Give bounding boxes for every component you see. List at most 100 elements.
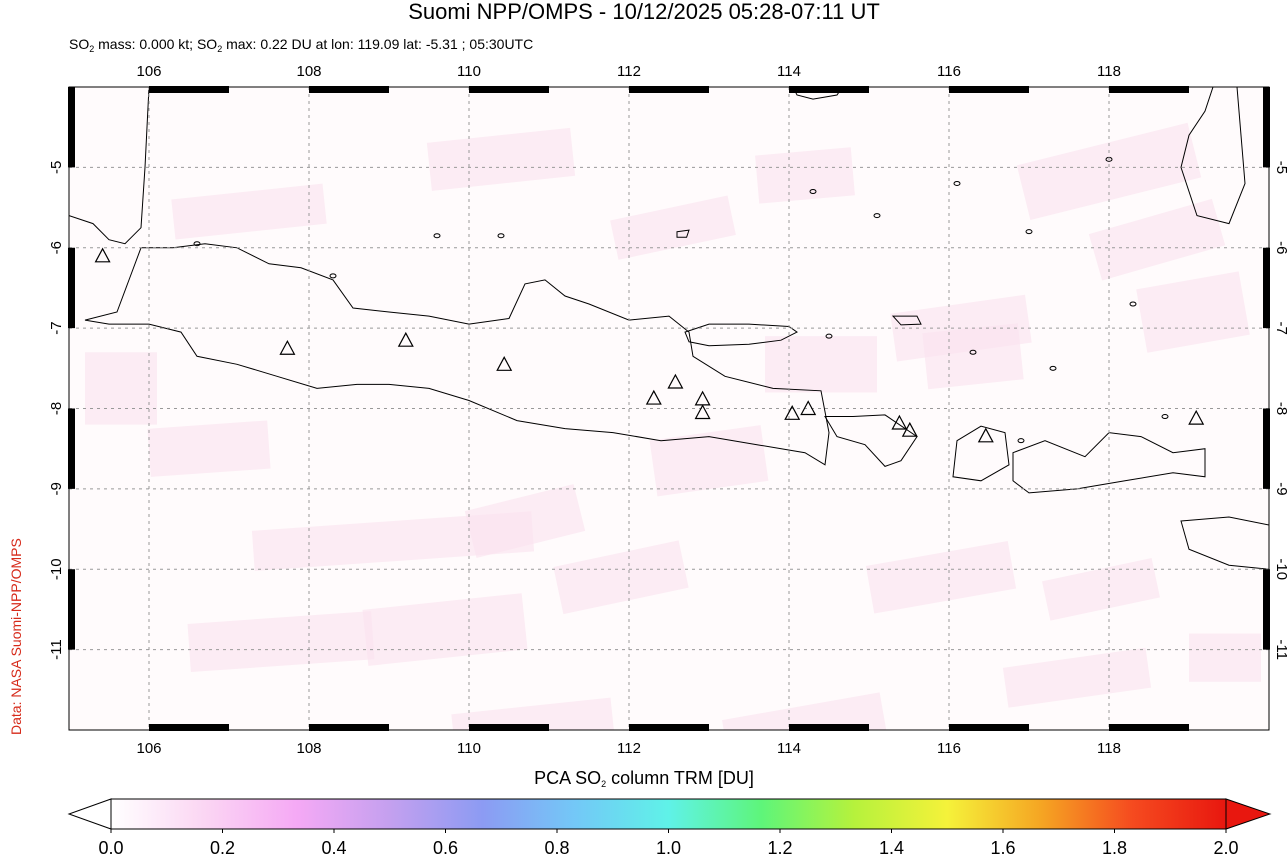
islet-coastline (433, 233, 441, 239)
lon-tick-top: 112 (617, 63, 641, 80)
so2-patch (426, 127, 576, 191)
lat-tick-right: -10 (1273, 558, 1288, 580)
borneo-coastline (792, 87, 843, 100)
frame-bar-left (68, 408, 75, 489)
volcano-markers (94, 247, 1205, 443)
lat-tick-right: -9 (1273, 482, 1288, 495)
volcano-marker (397, 331, 414, 347)
volcano-marker (279, 339, 296, 355)
sumatra-coastline (69, 87, 150, 245)
frame-bar-right (1263, 408, 1270, 489)
so2-patch (251, 511, 535, 571)
colorbar-tick-label: 0.8 (544, 838, 569, 855)
lon-tick-top: 118 (1097, 63, 1121, 80)
frame-bar-top (789, 86, 869, 93)
volcano-marker (901, 421, 918, 437)
frame-bar-left (68, 87, 75, 168)
colorbar-tick-label: 1.6 (990, 838, 1015, 855)
lat-tick-left: -9 (48, 482, 65, 495)
frame-bar-top (949, 86, 1029, 93)
so2-patch (171, 183, 327, 240)
colorbar-tick-label: 0.4 (321, 838, 346, 855)
volcano-marker (496, 356, 513, 371)
so2-patch (765, 336, 877, 393)
islet-coastline (1017, 438, 1025, 444)
frame-bar-bottom (309, 724, 389, 731)
colorbar-bar (110, 798, 1227, 830)
volcano-marker (800, 400, 817, 416)
islet-coastline (1049, 365, 1057, 371)
frame-bar-bottom (149, 724, 229, 731)
volcano-marker (694, 404, 711, 420)
colorbar-tick-label: 0.2 (210, 838, 235, 855)
frame-bar-right (1263, 247, 1270, 329)
map-frame (68, 86, 1270, 731)
frame-bar-bottom (789, 724, 869, 731)
kangean-coastline (891, 315, 922, 326)
so2-patch (755, 147, 855, 204)
frame-bar-right (1263, 569, 1270, 650)
so2-patch (610, 195, 736, 260)
so2-patch (722, 692, 888, 730)
volcano-marker (784, 405, 801, 420)
frame-bar-top (629, 86, 709, 93)
so2-patch (187, 611, 375, 673)
islet-coastline (809, 188, 817, 194)
so2-patch (362, 593, 528, 666)
volcano-marker (1188, 409, 1205, 425)
lat-tick-left: -10 (48, 558, 65, 580)
frame-bar-top (309, 86, 389, 93)
lombok-coastline (952, 425, 1010, 482)
islet-coastline (953, 180, 961, 186)
volcano-marker (891, 414, 908, 430)
so2-patch (464, 484, 586, 558)
islet-coastline (329, 273, 337, 279)
frame-bar-top (469, 86, 549, 93)
colorbar: 0.0 0.2 0.4 0.6 0.8 1.0 1.2 1.4 1.6 1.8 2.0 (67, 798, 1272, 855)
lat-tick-right: -6 (1273, 241, 1288, 254)
so2-patch (649, 425, 769, 497)
java-coastline (84, 243, 830, 466)
volcano-marker (977, 427, 994, 443)
frame-bar-right (1263, 87, 1270, 168)
so2-patch (1136, 271, 1250, 353)
lat-tick-right: -11 (1273, 639, 1288, 660)
colorbar-label: PCA SO2 column TRM [DU] (534, 768, 754, 789)
frame-bar-left (68, 569, 75, 650)
islet-coastline (1161, 414, 1169, 420)
lon-tick-top: 110 (457, 63, 481, 80)
colorbar-tick-label: 0.6 (433, 838, 458, 855)
lon-tick-bottom: 112 (617, 740, 641, 757)
lon-tick-bottom: 118 (1097, 740, 1121, 757)
so2-patch (553, 540, 689, 615)
colorbar-tick-label: 1.0 (656, 838, 681, 855)
colorbar-tick-label: 2.0 (1213, 838, 1238, 855)
islet-coastline (1129, 301, 1137, 307)
colorbar-tick-label: 1.4 (879, 838, 904, 855)
lat-tick-right: -8 (1273, 402, 1288, 415)
frame-bar-left (68, 247, 75, 329)
lat-tick-left: -6 (48, 241, 65, 254)
so2-patch (1189, 633, 1261, 682)
axis-ticks: 106 106 108 108 110 110 112 112 114 114 116 116 118 1… (48, 63, 1288, 757)
volcano-marker (645, 389, 662, 405)
colorbar-tick-label: 0.0 (98, 838, 123, 855)
lat-tick-left: -11 (48, 639, 65, 660)
map-subtitle: SO2 mass: 0.000 kt; SO2 max: 0.22 DU at … (69, 36, 534, 54)
colorbar-tick-label: 1.8 (1102, 838, 1127, 855)
lon-tick-bottom: 110 (457, 740, 481, 757)
islet-coastline (969, 349, 977, 355)
so2-patch (85, 352, 157, 425)
bali-coastline (824, 414, 918, 467)
frame-bar-bottom (629, 724, 709, 731)
volcano-marker (667, 373, 684, 389)
lat-tick-right: -5 (1273, 161, 1288, 174)
so2-patches (85, 122, 1261, 730)
so2-patch (1088, 198, 1226, 281)
colorbar-tick-label: 1.2 (767, 838, 792, 855)
lon-tick-bottom: 116 (937, 740, 961, 757)
so2-patch (147, 420, 271, 477)
lat-tick-left: -7 (48, 321, 65, 334)
sumbawa-coastline (1012, 432, 1206, 494)
